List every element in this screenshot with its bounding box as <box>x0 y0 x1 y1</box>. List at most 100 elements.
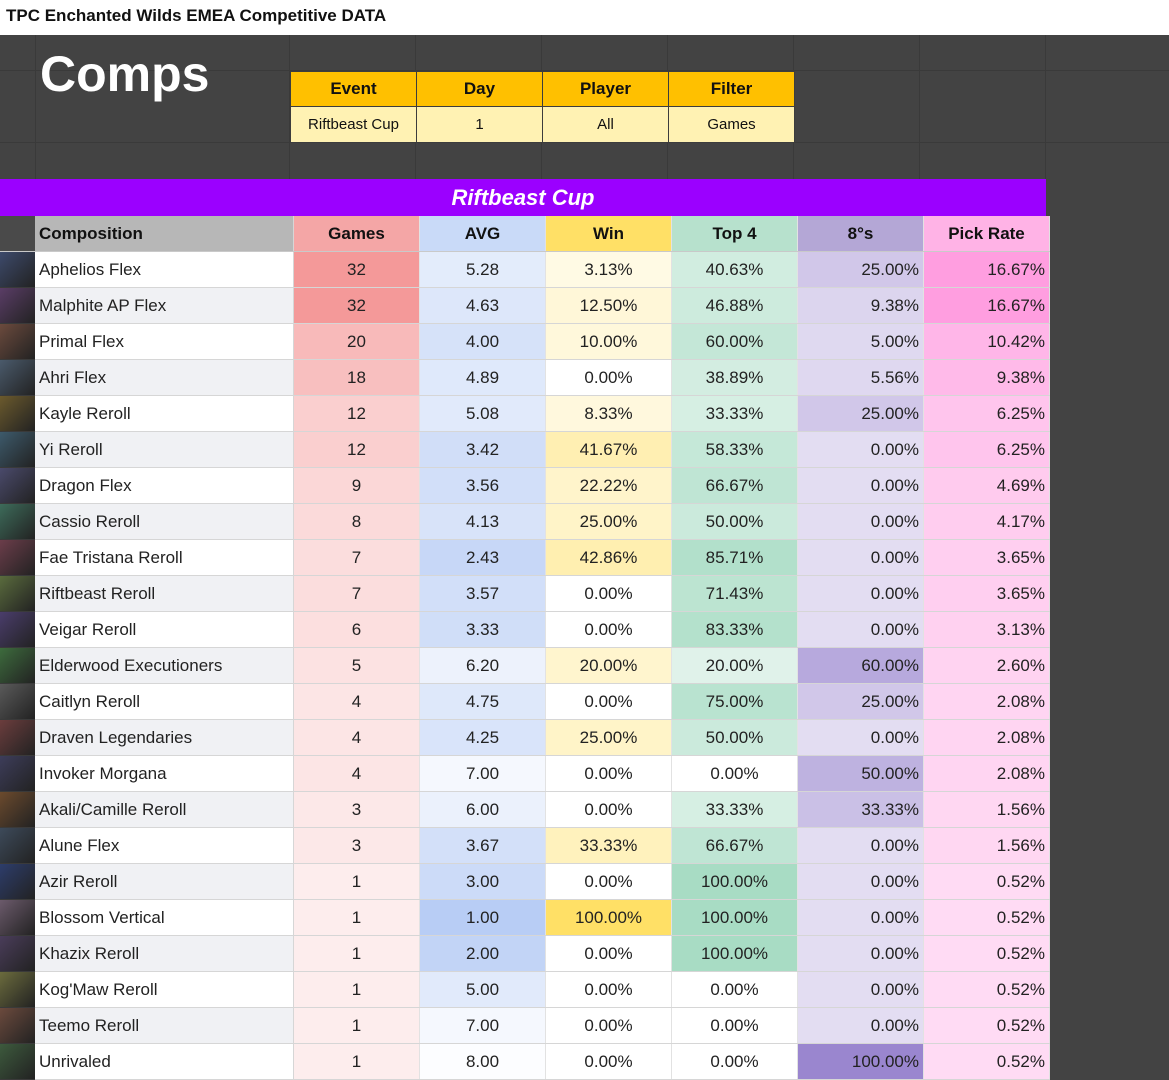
table-header-row: Composition Games AVG Win Top 4 8°s Pick… <box>0 216 1050 252</box>
eights-value: 25.00% <box>797 251 924 288</box>
top4-value: 71.43% <box>671 575 798 612</box>
header-win[interactable]: Win <box>545 216 672 252</box>
pick-rate-value: 0.52% <box>923 899 1050 936</box>
champion-icon <box>0 503 35 540</box>
pick-rate-value: 6.25% <box>923 395 1050 432</box>
header-composition[interactable]: Composition <box>35 216 294 252</box>
avg-value: 2.43 <box>419 539 546 576</box>
win-value: 0.00% <box>545 935 672 972</box>
champion-icon <box>0 395 35 432</box>
win-value: 0.00% <box>545 575 672 612</box>
win-value: 0.00% <box>545 1007 672 1044</box>
top4-value: 0.00% <box>671 971 798 1008</box>
champion-icon <box>0 431 35 468</box>
table-row: Blossom Vertical 1 1.00 100.00% 100.00% 0.00%… <box>0 899 1050 936</box>
header-pick-rate[interactable]: Pick Rate <box>923 216 1050 252</box>
champion-icon <box>0 899 35 936</box>
avg-value: 8.00 <box>419 1043 546 1080</box>
player-select[interactable]: All <box>542 106 669 143</box>
avg-value: 3.00 <box>419 863 546 900</box>
top4-value: 38.89% <box>671 359 798 396</box>
pick-rate-value: 3.65% <box>923 539 1050 576</box>
table-row: Riftbeast Reroll 7 3.57 0.00% 71.43% 0.00% 3.6… <box>0 575 1050 612</box>
composition-name: Azir Reroll <box>35 863 294 900</box>
champion-icon <box>0 827 35 864</box>
win-value: 0.00% <box>545 791 672 828</box>
table-row: Kayle Reroll 12 5.08 8.33% 33.33% 25.00% 6.25% <box>0 395 1050 432</box>
champion-icon <box>0 611 35 648</box>
win-value: 0.00% <box>545 359 672 396</box>
top4-value: 40.63% <box>671 251 798 288</box>
empty-column <box>1046 179 1169 1076</box>
avg-value: 4.89 <box>419 359 546 396</box>
top4-value: 100.00% <box>671 935 798 972</box>
composition-name: Blossom Vertical <box>35 899 294 936</box>
champion-icon <box>0 539 35 576</box>
top4-value: 60.00% <box>671 323 798 360</box>
top4-value: 33.33% <box>671 791 798 828</box>
games-value: 1 <box>293 1043 420 1080</box>
games-value: 32 <box>293 287 420 324</box>
table-row: Caitlyn Reroll 4 4.75 0.00% 75.00% 25.00% 2.08… <box>0 683 1050 720</box>
header-avg[interactable]: AVG <box>419 216 546 252</box>
header-icon-cell <box>0 216 35 252</box>
avg-value: 7.00 <box>419 1007 546 1044</box>
eights-value: 100.00% <box>797 1043 924 1080</box>
champion-icon <box>0 467 35 504</box>
top4-value: 66.67% <box>671 827 798 864</box>
pick-rate-value: 1.56% <box>923 827 1050 864</box>
top4-value: 0.00% <box>671 1007 798 1044</box>
table-row: Dragon Flex 9 3.56 22.22% 66.67% 0.00% 4.69% <box>0 467 1050 504</box>
games-value: 4 <box>293 719 420 756</box>
win-value: 0.00% <box>545 611 672 648</box>
eights-value: 0.00% <box>797 971 924 1008</box>
composition-name: Invoker Morgana <box>35 755 294 792</box>
sheet-title: TPC Enchanted Wilds EMEA Competitive DAT… <box>6 6 387 25</box>
header-eights[interactable]: 8°s <box>797 216 924 252</box>
composition-name: Khazix Reroll <box>35 935 294 972</box>
eights-value: 0.00% <box>797 467 924 504</box>
header-games[interactable]: Games <box>293 216 420 252</box>
win-value: 41.67% <box>545 431 672 468</box>
champion-icon <box>0 287 35 324</box>
avg-value: 2.00 <box>419 935 546 972</box>
table-row: Aphelios Flex 32 5.28 3.13% 40.63% 25.00% 16.6… <box>0 251 1050 288</box>
win-value: 42.86% <box>545 539 672 576</box>
top4-value: 33.33% <box>671 395 798 432</box>
champion-icon <box>0 1007 35 1044</box>
games-value: 12 <box>293 395 420 432</box>
top4-value: 0.00% <box>671 755 798 792</box>
table-row: Invoker Morgana 4 7.00 0.00% 0.00% 50.00% 2.08… <box>0 755 1050 792</box>
filter-select[interactable]: Games <box>668 106 795 143</box>
table-row: Fae Tristana Reroll 7 2.43 42.86% 85.71% 0.00… <box>0 539 1050 576</box>
avg-value: 3.56 <box>419 467 546 504</box>
avg-value: 6.00 <box>419 791 546 828</box>
table-row: Unrivaled 1 8.00 0.00% 0.00% 100.00% 0.52% <box>0 1043 1050 1080</box>
eights-value: 5.56% <box>797 359 924 396</box>
champion-icon <box>0 359 35 396</box>
day-select[interactable]: 1 <box>416 106 543 143</box>
games-value: 6 <box>293 611 420 648</box>
games-value: 20 <box>293 323 420 360</box>
composition-name: Akali/Camille Reroll <box>35 791 294 828</box>
top4-value: 100.00% <box>671 863 798 900</box>
composition-name: Elderwood Executioners <box>35 647 294 684</box>
composition-name: Kog'Maw Reroll <box>35 971 294 1008</box>
games-value: 3 <box>293 827 420 864</box>
table-row: Elderwood Executioners 5 6.20 20.00% 20.00% 6… <box>0 647 1050 684</box>
win-value: 100.00% <box>545 899 672 936</box>
champion-icon <box>0 935 35 972</box>
pick-rate-value: 0.52% <box>923 971 1050 1008</box>
win-value: 0.00% <box>545 971 672 1008</box>
win-value: 33.33% <box>545 827 672 864</box>
event-select[interactable]: Riftbeast Cup <box>290 106 417 143</box>
pick-rate-value: 6.25% <box>923 431 1050 468</box>
composition-name: Cassio Reroll <box>35 503 294 540</box>
eights-value: 0.00% <box>797 719 924 756</box>
header-top4[interactable]: Top 4 <box>671 216 798 252</box>
table-row: Azir Reroll 1 3.00 0.00% 100.00% 0.00% 0.52% <box>0 863 1050 900</box>
win-value: 12.50% <box>545 287 672 324</box>
composition-name: Veigar Reroll <box>35 611 294 648</box>
games-value: 4 <box>293 683 420 720</box>
eights-value: 50.00% <box>797 755 924 792</box>
